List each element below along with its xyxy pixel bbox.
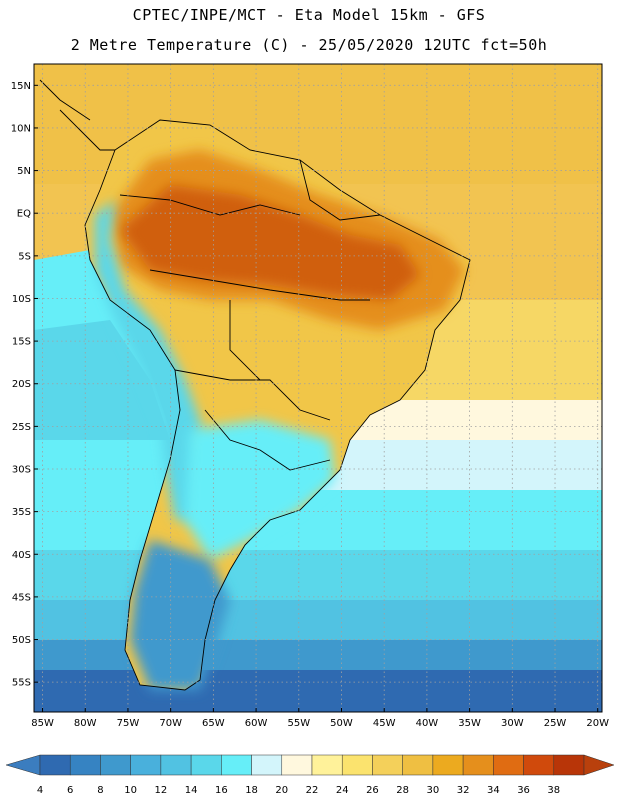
legend-swatch <box>161 755 191 775</box>
lat-label: 25S <box>12 422 31 433</box>
legend-label: 28 <box>396 785 409 796</box>
lon-label: 70W <box>159 718 182 729</box>
legend-swatch <box>342 755 372 775</box>
lat-label: 30S <box>12 465 31 476</box>
legend-label: 14 <box>185 785 198 796</box>
legend-swatch <box>493 755 523 775</box>
legend-label: 8 <box>97 785 103 796</box>
legend-swatch <box>403 755 433 775</box>
lat-label: 10N <box>11 123 31 134</box>
lat-label: 5N <box>17 166 31 177</box>
legend-swatch <box>463 755 493 775</box>
lon-label: 55W <box>287 718 310 729</box>
legend-swatch <box>131 755 161 775</box>
legend-label: 10 <box>124 785 137 796</box>
lat-label: 10S <box>12 294 31 305</box>
lat-label: 40S <box>12 550 31 561</box>
legend-arrow-high <box>584 755 614 775</box>
lat-label: 35S <box>12 507 31 518</box>
lat-label: 55S <box>12 678 31 689</box>
lon-label: 65W <box>202 718 225 729</box>
lat-label: 45S <box>12 592 31 603</box>
lon-label: 85W <box>31 718 54 729</box>
legend-swatch <box>221 755 251 775</box>
legend-arrow-low <box>6 755 40 775</box>
legend-swatch <box>40 755 70 775</box>
legend-swatch <box>554 755 584 775</box>
legend-swatch <box>312 755 342 775</box>
legend-label: 34 <box>487 785 500 796</box>
legend-swatch <box>100 755 130 775</box>
legend-swatch <box>372 755 402 775</box>
lon-label: 80W <box>74 718 97 729</box>
legend-swatch <box>70 755 100 775</box>
temperature-map: 15N 10N 5N EQ 5S 10S 15S 20S 25S 30S 35S 40S 45S 50S 5… <box>0 0 618 800</box>
lat-label: 5S <box>18 251 31 262</box>
lat-label: 20S <box>12 379 31 390</box>
legend-swatch <box>191 755 221 775</box>
legend-label: 4 <box>37 785 43 796</box>
lon-label: 20W <box>586 718 609 729</box>
legend-swatch <box>252 755 282 775</box>
legend-swatch <box>282 755 312 775</box>
legend-label: 26 <box>366 785 379 796</box>
lon-label: 50W <box>330 718 353 729</box>
legend-label: 16 <box>215 785 228 796</box>
lat-label: 50S <box>12 635 31 646</box>
legend-label: 30 <box>427 785 440 796</box>
lat-label: EQ <box>17 209 31 220</box>
legend-swatch <box>433 755 463 775</box>
legend-label: 22 <box>306 785 319 796</box>
lon-label: 45W <box>373 718 396 729</box>
lon-label: 35W <box>458 718 481 729</box>
lon-label: 60W <box>245 718 268 729</box>
legend-label: 12 <box>155 785 168 796</box>
legend-swatch <box>524 755 554 775</box>
lat-label: 15N <box>11 81 31 92</box>
color-legend: 4 6 8 10 12 14 16 18 20 22 24 26 28 30 32 34 36 38 <box>6 755 614 796</box>
lat-label: 15S <box>12 337 31 348</box>
legend-label: 38 <box>547 785 560 796</box>
temperature-field <box>34 64 602 715</box>
legend-label: 20 <box>275 785 288 796</box>
lon-label: 25W <box>544 718 567 729</box>
lon-label: 75W <box>117 718 140 729</box>
legend-label: 36 <box>517 785 530 796</box>
legend-label: 24 <box>336 785 349 796</box>
lon-label: 30W <box>501 718 524 729</box>
legend-label: 18 <box>245 785 258 796</box>
legend-label: 6 <box>67 785 73 796</box>
legend-label: 32 <box>457 785 470 796</box>
lon-label: 40W <box>416 718 439 729</box>
